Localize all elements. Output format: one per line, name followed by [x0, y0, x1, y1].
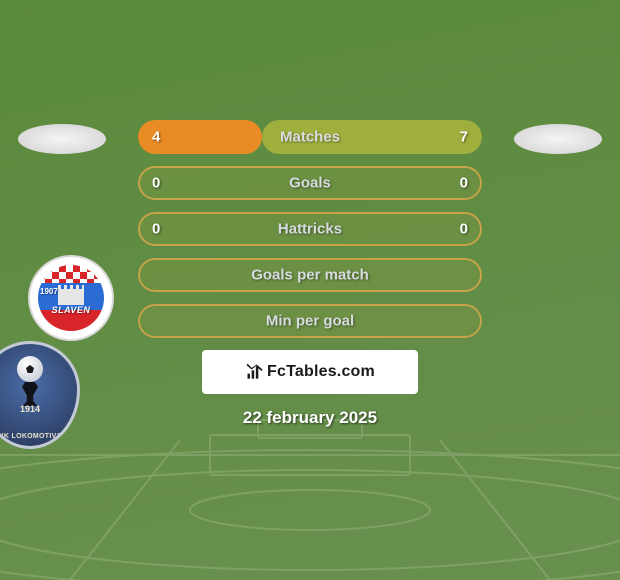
stat-label: Min per goal: [138, 313, 482, 330]
stat-value-right: 0: [460, 221, 468, 238]
club-crest-right: 1914 NK LOKOMOTIVA: [0, 341, 80, 449]
stat-row: Min per goal: [138, 304, 482, 338]
stat-value-left: 0: [152, 175, 160, 192]
castle-icon: [58, 289, 84, 305]
lokomotiva-shield: 1914 NK LOKOMOTIVA: [0, 341, 80, 449]
stat-row: Goals0 0: [138, 166, 482, 200]
slaven-year: 1907: [40, 287, 58, 296]
stat-value-left: 0: [152, 221, 160, 238]
branding-text: FcTables.com: [267, 363, 375, 381]
branding-badge: FcTables.com: [202, 350, 418, 394]
club-crest-left: 1907 SLAVEN: [28, 255, 114, 341]
soccer-ball-icon: [17, 356, 43, 382]
stat-label: Goals per match: [138, 267, 482, 284]
stat-row: Goals per match: [138, 258, 482, 292]
stats-list: Matches47Goals00Hattricks00Goals per mat…: [138, 120, 482, 350]
slaven-checker-pattern: [38, 265, 104, 283]
stat-row: Matches4 7: [138, 120, 482, 154]
stat-value-right: 0: [460, 175, 468, 192]
stat-label: Hattricks: [138, 221, 482, 238]
date-text: 22 february 2025: [0, 408, 620, 428]
trophy-icon: [22, 382, 38, 406]
slaven-name: SLAVEN: [38, 305, 104, 315]
stat-value-right: 7: [460, 129, 468, 146]
stat-label: Goals: [138, 175, 482, 192]
slaven-crest-inner: 1907 SLAVEN: [38, 265, 104, 331]
bar-chart-icon: [245, 362, 265, 382]
stat-value-left: 4: [152, 129, 160, 146]
player-placeholder-left: [18, 124, 106, 154]
stat-label: Matches: [138, 129, 482, 146]
lokomotiva-name: NK LOKOMOTIVA: [0, 433, 77, 440]
player-placeholder-right: [514, 124, 602, 154]
stat-row: Hattricks0 0: [138, 212, 482, 246]
comparison-card: Krušelj vs Ahmed Bahaa Club competitions…: [0, 0, 620, 580]
